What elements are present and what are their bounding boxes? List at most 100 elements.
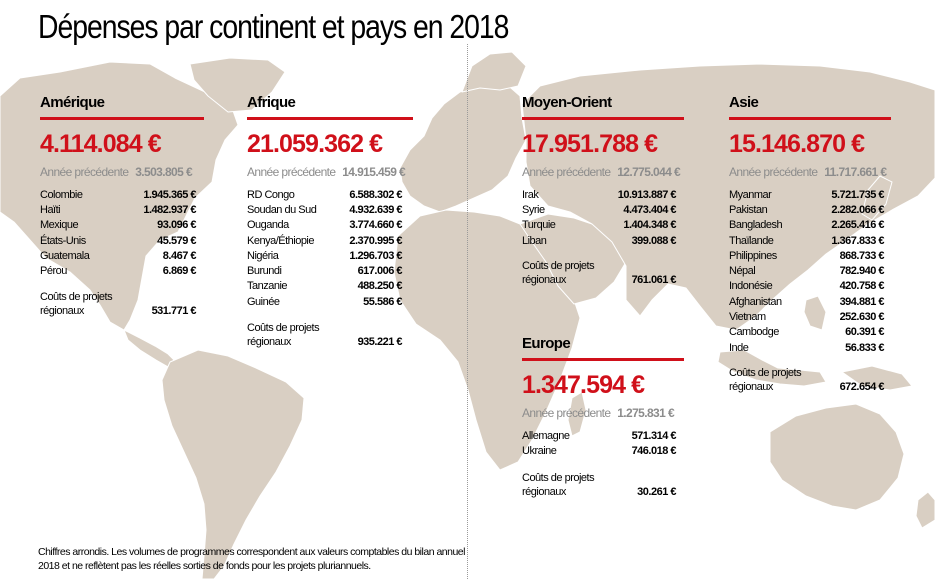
regional-costs-label: Coûts de projets — [522, 471, 595, 484]
red-rule — [729, 117, 891, 120]
regional-costs-label: régionaux — [40, 304, 84, 317]
country-name: RD Congo — [247, 188, 295, 201]
country-value: 488.250 € — [357, 280, 403, 293]
country-value: 1.945.365 € — [143, 188, 196, 201]
country-name: Philippines — [729, 249, 777, 262]
madagascar-shape — [567, 391, 587, 437]
country-name: Irak — [522, 188, 539, 201]
region-total: 15.146.870 € — [729, 130, 865, 158]
country-value: 1.404.348 € — [623, 219, 676, 232]
scandinavia-shape — [461, 51, 527, 93]
regional-costs-label: Coûts de projets — [40, 290, 113, 303]
previous-year-label: Année précédente — [522, 165, 611, 179]
region-total: 17.951.788 € — [522, 130, 658, 158]
table-row: Indonésie 420.758 € — [729, 279, 885, 294]
table-row: Irak 10.913.887 € — [522, 187, 676, 202]
asia-shape — [521, 63, 935, 331]
country-value: 746.018 € — [631, 444, 677, 457]
table-row: Vietnam 252.630 € — [729, 309, 885, 324]
country-name: Haïti — [40, 203, 61, 216]
regional-costs-value: 672.654 € — [839, 381, 885, 394]
sea-islands-shape — [717, 349, 827, 387]
table-row: Turquie 1.404.348 € — [522, 218, 676, 233]
table-row: Afghanistan 394.881 € — [729, 294, 885, 309]
country-value: 8.467 € — [162, 249, 197, 262]
red-rule — [522, 117, 684, 120]
country-name: Kenya/Éthiopie — [247, 234, 315, 247]
country-value: 6.869 € — [162, 265, 197, 278]
table-row: Pérou 6.869 € — [40, 263, 196, 278]
country-value: 394.881 € — [839, 295, 885, 308]
region-asie: Asie 15.146.870 € Année précédente 11.71… — [729, 94, 891, 394]
table-row: Soudan du Sud 4.932.639 € — [247, 202, 402, 217]
previous-year: Année précédente 14.915.459 € — [247, 165, 413, 179]
country-value: 6.588.302 € — [349, 188, 402, 201]
red-rule — [40, 117, 204, 120]
country-table: Colombie 1.945.365 € Haïti 1.482.937 € Mex… — [40, 187, 196, 279]
philippines-shape — [803, 295, 827, 331]
previous-year: Année précédente 12.775.044 € — [522, 165, 684, 179]
regional-costs-label: Coûts de projets — [729, 367, 802, 380]
country-value: 2.282.066 € — [831, 203, 884, 216]
country-name: Népal — [729, 265, 756, 278]
region-name: Europe — [522, 335, 571, 352]
previous-year-label: Année précédente — [247, 165, 336, 179]
country-value: 782.940 € — [839, 265, 885, 278]
previous-year: Année précédente 3.503.805 € — [40, 165, 204, 179]
africa-shape — [393, 209, 581, 471]
table-row: Liban 399.088 € — [522, 233, 676, 248]
country-name: Indonésie — [729, 280, 773, 293]
country-value: 868.733 € — [839, 249, 885, 262]
table-row: RD Congo 6.588.302 € — [247, 187, 402, 202]
table-row: Tanzanie 488.250 € — [247, 279, 402, 294]
table-row: Bangladesh 2.265.416 € — [729, 218, 885, 233]
country-name: Syrie — [522, 203, 545, 216]
country-name: Guatemala — [40, 249, 90, 262]
previous-year-value: 11.717.661 € — [824, 165, 887, 179]
country-table: Myanmar 5.721.735 € Pakistan 2.282.066 € B… — [729, 187, 885, 355]
country-name: Pakistan — [729, 203, 768, 216]
country-value: 93.096 € — [157, 219, 196, 232]
country-value: 60.391 € — [845, 326, 884, 339]
previous-year-value: 3.503.805 € — [135, 165, 193, 179]
country-value: 4.932.639 € — [349, 203, 402, 216]
table-row: Philippines 868.733 € — [729, 248, 885, 263]
footnote-line: Chiffres arrondis. Les volumes de progra… — [38, 546, 465, 558]
country-name: Mexique — [40, 219, 79, 232]
country-name: Myanmar — [729, 188, 772, 201]
country-value: 252.630 € — [839, 311, 885, 324]
table-row: Népal 782.940 € — [729, 263, 885, 278]
country-value: 56.833 € — [845, 341, 884, 354]
red-rule — [522, 358, 684, 361]
country-value: 45.579 € — [157, 234, 196, 247]
table-row: Ukraine 746.018 € — [522, 443, 677, 458]
region-name: Asie — [729, 94, 759, 111]
previous-year-value: 1.275.831 € — [617, 406, 675, 420]
table-row: Pakistan 2.282.066 € — [729, 202, 885, 217]
previous-year: Année précédente 1.275.831 € — [522, 406, 684, 420]
regional-costs-label: Coûts de projets — [247, 322, 320, 335]
table-row: Haïti 1.482.937 € — [40, 202, 196, 217]
country-value: 2.370.995 € — [349, 234, 402, 247]
country-value: 1.367.833 € — [831, 234, 884, 247]
country-value: 10.913.887 € — [617, 188, 677, 201]
country-value: 3.774.660 € — [349, 219, 402, 232]
regional-costs-label: régionaux — [522, 485, 566, 498]
country-name: Burundi — [247, 265, 282, 278]
region-total: 1.347.594 € — [522, 371, 645, 399]
regional-costs-label: régionaux — [522, 274, 566, 287]
country-name: Turquie — [522, 219, 556, 232]
region-name: Moyen-Orient — [522, 94, 612, 111]
table-row: Nigéria 1.296.703 € — [247, 248, 402, 263]
country-table: RD Congo 6.588.302 € Soudan du Sud 4.932.6… — [247, 187, 402, 309]
middle-east-shape — [519, 213, 627, 305]
country-value: 571.314 € — [631, 429, 677, 442]
country-name: Thaïlande — [729, 234, 774, 247]
country-value: 5.721.735 € — [831, 188, 884, 201]
country-name: Vietnam — [729, 311, 766, 324]
country-name: Cambodge — [729, 326, 779, 339]
red-rule — [247, 117, 413, 120]
central-america-shape — [123, 329, 177, 369]
country-name: Afghanistan — [729, 295, 782, 308]
region-afrique: Afrique 21.059.362 € Année précédente 14… — [247, 94, 413, 349]
